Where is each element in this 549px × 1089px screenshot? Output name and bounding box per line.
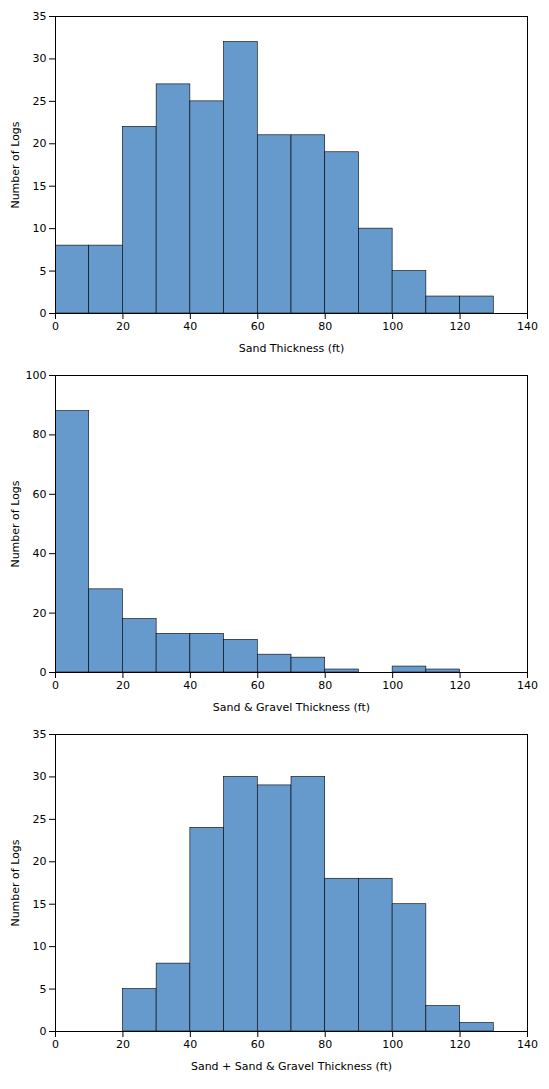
svg-text:0: 0 (40, 1025, 47, 1038)
svg-text:100: 100 (382, 1038, 403, 1051)
svg-text:25: 25 (33, 813, 47, 826)
svg-text:30: 30 (33, 770, 47, 783)
svg-text:80: 80 (33, 428, 47, 441)
svg-text:120: 120 (450, 320, 471, 333)
svg-text:Sand & Gravel Thickness (ft): Sand & Gravel Thickness (ft) (213, 701, 370, 714)
svg-text:25: 25 (33, 95, 47, 108)
svg-text:20: 20 (116, 679, 130, 692)
svg-text:80: 80 (318, 679, 332, 692)
svg-text:Sand Thickness (ft): Sand Thickness (ft) (239, 342, 345, 355)
svg-text:0: 0 (52, 1038, 59, 1051)
svg-text:40: 40 (183, 1038, 197, 1051)
svg-text:Number of Logs: Number of Logs (9, 121, 22, 208)
svg-text:0: 0 (40, 307, 47, 320)
svg-text:10: 10 (33, 222, 47, 235)
svg-text:Number of Logs: Number of Logs (9, 839, 22, 926)
svg-text:20: 20 (33, 855, 47, 868)
svg-text:20: 20 (33, 137, 47, 150)
svg-text:Number of Logs: Number of Logs (9, 480, 22, 567)
svg-text:30: 30 (33, 52, 47, 65)
svg-text:5: 5 (40, 983, 47, 996)
svg-text:140: 140 (517, 320, 538, 333)
svg-text:60: 60 (33, 488, 47, 501)
svg-text:140: 140 (517, 1038, 538, 1051)
svg-text:60: 60 (251, 1038, 265, 1051)
svg-text:100: 100 (26, 369, 47, 382)
svg-text:15: 15 (33, 898, 47, 911)
svg-text:40: 40 (183, 320, 197, 333)
svg-text:0: 0 (40, 666, 47, 679)
svg-text:120: 120 (450, 1038, 471, 1051)
svg-text:140: 140 (517, 679, 538, 692)
svg-text:20: 20 (33, 607, 47, 620)
svg-text:15: 15 (33, 180, 47, 193)
svg-text:20: 20 (116, 1038, 130, 1051)
svg-text:120: 120 (450, 679, 471, 692)
svg-text:35: 35 (33, 728, 47, 741)
svg-text:35: 35 (33, 10, 47, 23)
svg-text:60: 60 (251, 679, 265, 692)
svg-text:40: 40 (183, 679, 197, 692)
svg-text:100: 100 (382, 679, 403, 692)
svg-text:20: 20 (116, 320, 130, 333)
svg-text:Sand + Sand & Gravel Thickness: Sand + Sand & Gravel Thickness (ft) (191, 1060, 392, 1073)
svg-text:40: 40 (33, 547, 47, 560)
svg-text:0: 0 (52, 679, 59, 692)
svg-text:0: 0 (52, 320, 59, 333)
svg-text:5: 5 (40, 265, 47, 278)
svg-text:80: 80 (318, 1038, 332, 1051)
svg-text:80: 80 (318, 320, 332, 333)
svg-text:60: 60 (251, 320, 265, 333)
svg-text:10: 10 (33, 940, 47, 953)
svg-text:100: 100 (382, 320, 403, 333)
